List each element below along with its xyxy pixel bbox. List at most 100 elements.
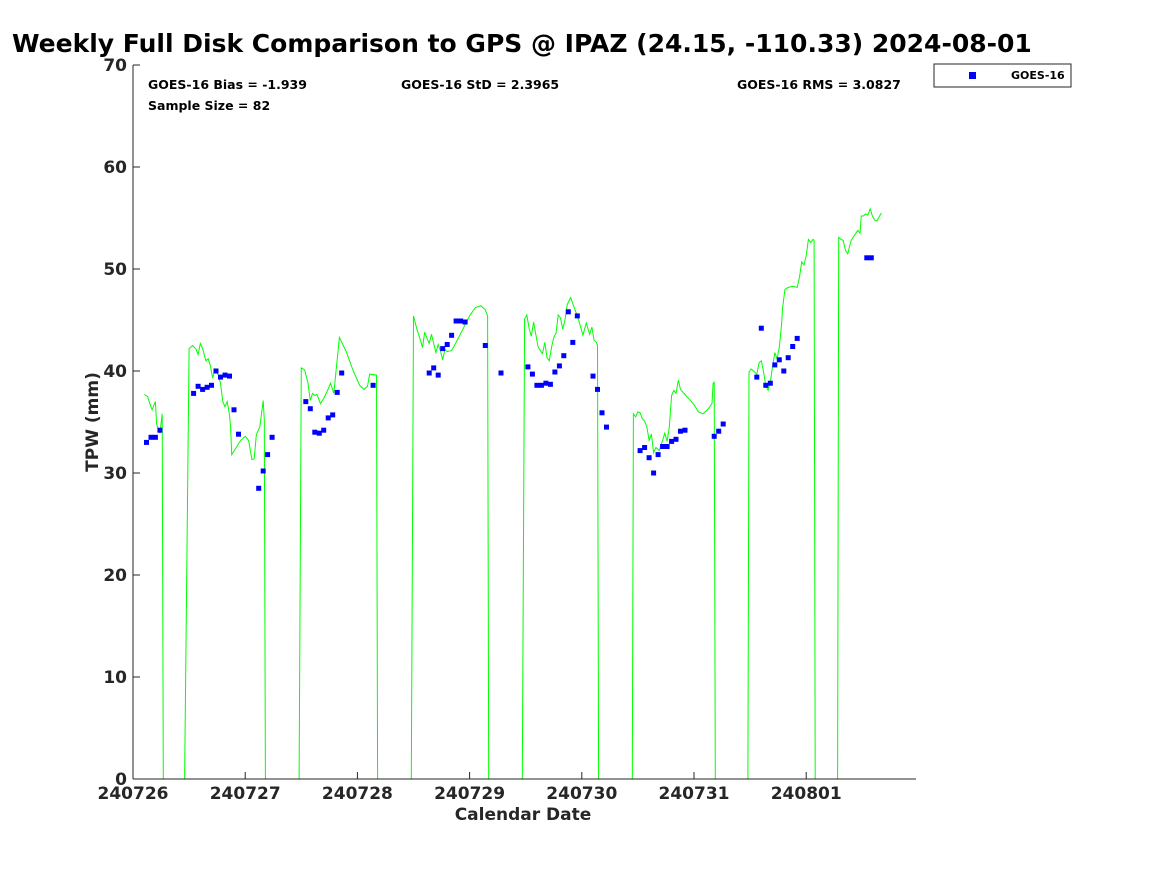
x-tick-label: 240727 [210, 784, 281, 804]
data-point-goes16 [157, 427, 163, 433]
data-point-goes16 [547, 381, 553, 387]
y-tick-label: 0 [115, 770, 127, 790]
data-point-goes16 [785, 355, 791, 361]
data-point-goes16 [711, 433, 717, 439]
data-point-goes16 [482, 343, 488, 348]
data-point-goes16 [444, 342, 450, 347]
data-point-goes16 [637, 448, 643, 454]
x-axis-label: Calendar Date [455, 805, 592, 825]
data-point-goes16 [339, 370, 345, 376]
data-point-goes16 [642, 445, 648, 450]
data-point-goes16 [868, 255, 874, 261]
data-point-goes16 [260, 468, 266, 474]
y-tick-label: 10 [103, 668, 127, 688]
data-point-goes16 [204, 384, 210, 390]
data-point-goes16 [370, 382, 376, 388]
data-point-goes16 [599, 410, 605, 416]
legend-marker-goes16 [969, 72, 976, 79]
data-point-goes16 [191, 390, 197, 396]
data-point-goes16 [529, 371, 535, 377]
data-point-goes16 [209, 382, 214, 388]
data-point-goes16 [144, 439, 149, 445]
data-point-goes16 [152, 434, 158, 440]
data-point-goes16 [200, 386, 206, 392]
data-point-goes16 [307, 406, 313, 412]
data-point-goes16 [330, 412, 336, 418]
x-tick-label: 240728 [322, 784, 393, 804]
data-point-goes16 [754, 374, 760, 380]
x-tick-label: 240726 [98, 784, 169, 804]
data-point-goes16 [222, 372, 228, 378]
data-point-goes16 [604, 424, 609, 430]
y-tick-label: 50 [103, 260, 127, 280]
data-point-goes16 [218, 374, 223, 380]
data-point-goes16 [565, 309, 571, 315]
y-tick-label: 70 [103, 56, 127, 76]
data-point-goes16 [431, 365, 437, 371]
data-point-goes16 [758, 325, 764, 331]
data-point-goes16 [325, 415, 331, 421]
bias-stat: GOES-16 Bias = -1.939 [148, 77, 307, 92]
data-point-goes16 [574, 313, 580, 319]
data-point-goes16 [655, 452, 661, 458]
data-point-goes16 [716, 428, 722, 434]
std-stat: GOES-16 StD = 2.3965 [401, 77, 559, 92]
data-point-goes16 [269, 434, 275, 440]
data-point-goes16 [426, 370, 432, 376]
chart-title: Weekly Full Disk Comparison to GPS @ IPA… [12, 29, 1032, 58]
data-point-goes16 [538, 382, 544, 388]
x-tick-label: 240801 [771, 784, 842, 804]
data-point-goes16 [334, 389, 340, 395]
data-point-goes16 [776, 357, 782, 363]
data-point-goes16 [227, 373, 232, 379]
legend-box [933, 63, 1072, 88]
data-point-goes16 [556, 363, 562, 369]
data-point-goes16 [498, 370, 504, 376]
data-point-goes16 [256, 485, 262, 491]
data-point-goes16 [453, 318, 459, 324]
data-point-goes16 [682, 427, 688, 433]
data-point-goes16 [646, 455, 652, 461]
data-point-goes16 [213, 368, 219, 374]
y-tick-label: 20 [103, 566, 127, 586]
y-tick-label: 30 [103, 464, 127, 484]
rms-stat: GOES-16 RMS = 3.0827 [737, 77, 901, 92]
data-point-goes16 [781, 368, 787, 374]
legend: GOES-16 [933, 63, 1072, 88]
data-point-goes16 [678, 428, 683, 434]
y-tick-label: 40 [103, 362, 127, 382]
series-line-gps [143, 207, 882, 780]
data-point-goes16 [525, 364, 531, 370]
data-point-goes16 [458, 318, 464, 324]
data-point-goes16 [449, 332, 455, 338]
data-point-goes16 [673, 436, 679, 442]
data-point-goes16 [231, 407, 237, 413]
sample-size-stat: Sample Size = 82 [148, 98, 270, 113]
data-point-goes16 [864, 255, 870, 261]
data-point-goes16 [664, 444, 670, 449]
data-point-goes16 [534, 382, 540, 388]
data-point-goes16 [303, 399, 309, 405]
x-tick-label: 240730 [546, 784, 617, 804]
data-point-goes16 [767, 380, 773, 386]
y-tick-label: 60 [103, 158, 127, 178]
data-point-goes16 [552, 369, 558, 375]
axes [132, 65, 916, 780]
data-point-goes16 [772, 362, 778, 368]
data-point-goes16 [316, 430, 322, 436]
x-tick-label: 240729 [434, 784, 505, 804]
data-point-goes16 [660, 444, 666, 449]
y-axis-label: TPW (mm) [83, 372, 103, 472]
data-point-goes16 [195, 383, 201, 389]
data-point-goes16 [321, 427, 327, 433]
data-point-goes16 [720, 421, 726, 427]
data-point-goes16 [651, 470, 657, 476]
data-point-goes16 [148, 434, 154, 440]
data-point-goes16 [440, 346, 446, 352]
data-point-goes16 [543, 380, 549, 386]
data-point-goes16 [763, 382, 769, 388]
data-point-goes16 [435, 372, 441, 378]
data-point-goes16 [561, 353, 567, 359]
x-tick-label: 240731 [659, 784, 730, 804]
